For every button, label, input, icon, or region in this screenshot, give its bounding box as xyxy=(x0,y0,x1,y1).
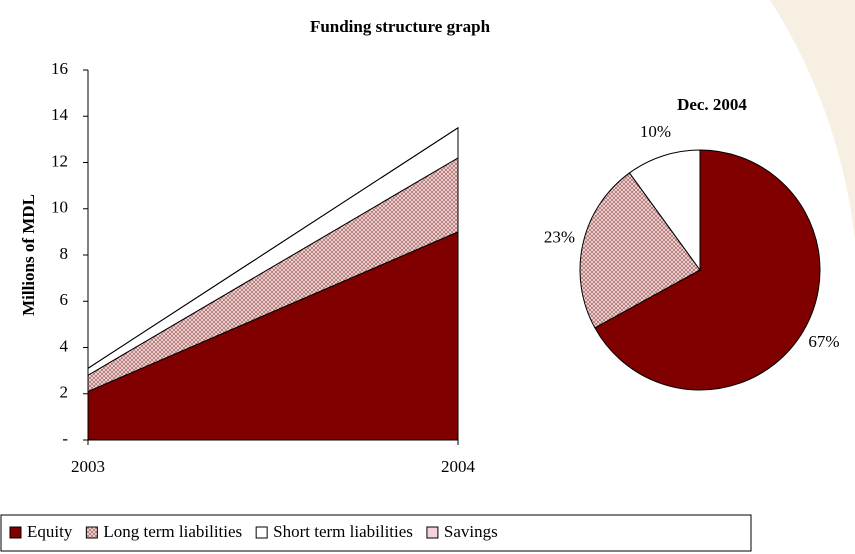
x-tick-label: 2004 xyxy=(441,457,476,476)
y-tick-label: 10 xyxy=(51,198,68,217)
y-tick-label: 16 xyxy=(51,59,68,78)
area xyxy=(87,127,459,369)
y-tick-label: 6 xyxy=(60,290,69,309)
y-tick-label: 4 xyxy=(60,336,69,355)
data-label: 67% xyxy=(808,332,839,351)
pie-slice xyxy=(628,149,701,272)
chart-title: Funding structure graph xyxy=(310,17,491,36)
legend-label: Long term liabilities xyxy=(103,522,242,541)
data-label: 10% xyxy=(640,122,671,141)
y-tick-label: 14 xyxy=(51,105,69,124)
legend-label: Equity xyxy=(27,522,73,541)
y-tick-label: 2 xyxy=(60,383,69,402)
legend xyxy=(0,514,752,552)
legend-swatch xyxy=(9,526,22,539)
background-decoration xyxy=(770,0,855,240)
y-axis-title: Millions of MDL xyxy=(19,194,38,316)
pie-slice xyxy=(594,149,821,391)
x-tick-label: 2003 xyxy=(71,457,105,476)
y-tick-label: 12 xyxy=(51,151,68,170)
y-tick-label: - xyxy=(62,429,68,448)
legend-swatch xyxy=(426,526,439,539)
y-tick-label: 8 xyxy=(60,244,69,263)
data-label: 23% xyxy=(544,227,575,246)
legend-label: Short term liabilities xyxy=(273,522,413,541)
pie-slice xyxy=(579,172,701,329)
legend-label: Savings xyxy=(444,522,498,541)
pie-title: Dec. 2004 xyxy=(677,95,747,114)
legend-swatch xyxy=(255,526,268,539)
legend-swatch xyxy=(85,526,98,539)
